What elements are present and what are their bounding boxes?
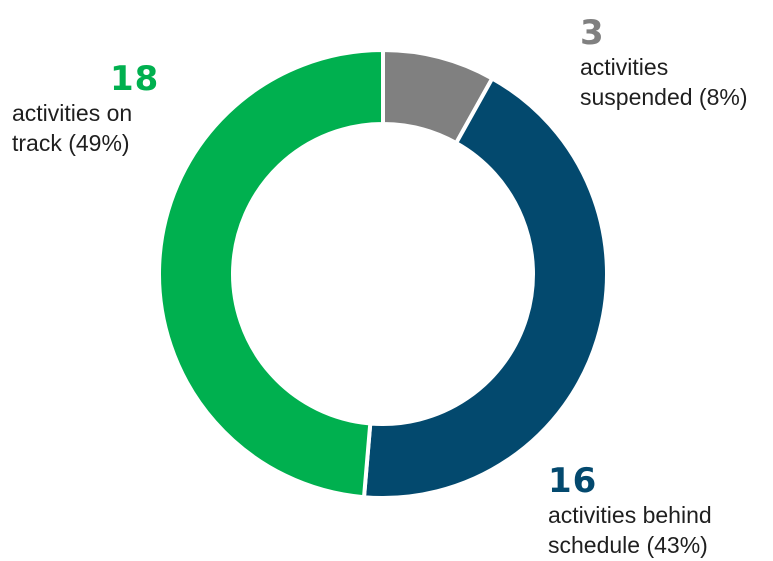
callout-suspended: 3 activities suspended (8%)	[580, 14, 770, 112]
behind-schedule-label: activities behind schedule (43%)	[548, 502, 712, 558]
donut-slice-2	[361, 75, 609, 500]
behind-schedule-count: 16	[548, 461, 598, 501]
callout-behind-schedule: 16 activities behind schedule (43%)	[548, 462, 768, 560]
suspended-label: activities suspended (8%)	[580, 54, 748, 110]
donut-slice-3	[157, 47, 385, 500]
on-track-count: 18	[110, 59, 160, 99]
suspended-count: 3	[580, 13, 605, 53]
on-track-label: activities on track (49%)	[12, 100, 133, 156]
callout-on-track: 18 activities on track (49%)	[12, 60, 212, 158]
